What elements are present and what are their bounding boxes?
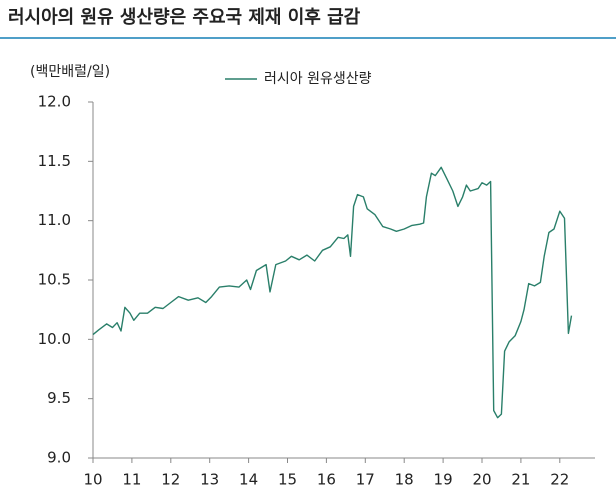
x-tick-label: 13 bbox=[200, 471, 219, 489]
x-tick-label: 20 bbox=[472, 471, 491, 489]
y-axis-label: (백만배럴/일) bbox=[30, 64, 110, 80]
y-tick-label: 10.0 bbox=[38, 330, 71, 348]
x-tick-label: 18 bbox=[395, 471, 414, 489]
x-tick-label: 10 bbox=[83, 471, 102, 489]
y-tick-label: 9.0 bbox=[47, 449, 71, 467]
y-tick-label: 10.5 bbox=[38, 271, 71, 289]
x-tick-label: 12 bbox=[161, 471, 180, 489]
y-tick-label: 9.5 bbox=[47, 389, 71, 407]
x-tick-label: 21 bbox=[511, 471, 530, 489]
chart-title: 러시아의 원유 생산량은 주요국 제재 이후 급감 bbox=[8, 7, 361, 28]
x-tick-label: 16 bbox=[317, 471, 336, 489]
y-tick-label: 11.0 bbox=[38, 211, 71, 229]
series-line bbox=[92, 166, 573, 419]
x-tick-label: 15 bbox=[278, 471, 297, 489]
y-tick-label: 12.0 bbox=[38, 93, 71, 111]
legend-label: 러시아 원유생산량 bbox=[264, 71, 372, 87]
x-tick-label: 17 bbox=[356, 471, 375, 489]
x-tick-label: 11 bbox=[122, 471, 141, 489]
y-tick-label: 11.5 bbox=[38, 152, 71, 170]
x-tick-label: 14 bbox=[239, 471, 258, 489]
x-tick-label: 19 bbox=[434, 471, 453, 489]
x-tick-label: 22 bbox=[550, 471, 569, 489]
